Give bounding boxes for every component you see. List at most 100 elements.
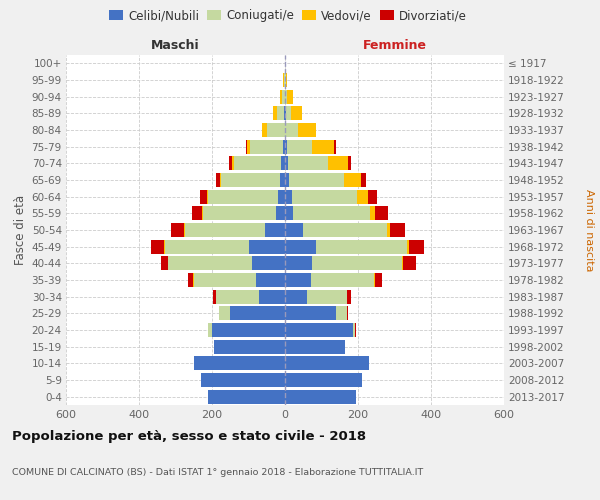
- Bar: [347, 290, 351, 304]
- Bar: [285, 140, 287, 154]
- Bar: [285, 256, 313, 270]
- Bar: [203, 206, 276, 220]
- Bar: [375, 206, 388, 220]
- Bar: [303, 223, 387, 237]
- Bar: [229, 156, 232, 170]
- Bar: [307, 290, 347, 304]
- Bar: [353, 323, 355, 337]
- Bar: [293, 206, 370, 220]
- Bar: [188, 273, 193, 287]
- Bar: [274, 106, 277, 120]
- Bar: [218, 306, 220, 320]
- Bar: [375, 273, 382, 287]
- Bar: [220, 306, 230, 320]
- Bar: [285, 390, 356, 404]
- Text: Femmine: Femmine: [362, 38, 427, 52]
- Bar: [374, 273, 375, 287]
- Bar: [151, 240, 164, 254]
- Bar: [291, 106, 302, 120]
- Bar: [285, 290, 307, 304]
- Bar: [390, 223, 405, 237]
- Y-axis label: Fasce di età: Fasce di età: [14, 195, 28, 265]
- Bar: [207, 190, 208, 204]
- Bar: [313, 140, 334, 154]
- Bar: [285, 240, 316, 254]
- Bar: [328, 156, 348, 170]
- Bar: [285, 373, 362, 387]
- Bar: [185, 223, 265, 237]
- Bar: [208, 323, 212, 337]
- Bar: [361, 173, 366, 187]
- Bar: [286, 106, 291, 120]
- Bar: [370, 206, 375, 220]
- Bar: [357, 190, 368, 204]
- Bar: [334, 140, 337, 154]
- Bar: [285, 323, 353, 337]
- Bar: [387, 223, 390, 237]
- Bar: [285, 156, 288, 170]
- Bar: [285, 190, 292, 204]
- Bar: [403, 256, 416, 270]
- Bar: [212, 323, 285, 337]
- Bar: [316, 240, 407, 254]
- Bar: [214, 340, 285, 354]
- Bar: [285, 340, 345, 354]
- Bar: [280, 173, 285, 187]
- Bar: [278, 190, 285, 204]
- Bar: [283, 73, 284, 87]
- Bar: [252, 256, 285, 270]
- Bar: [313, 256, 402, 270]
- Bar: [283, 140, 285, 154]
- Bar: [202, 206, 203, 220]
- Bar: [184, 223, 185, 237]
- Bar: [402, 256, 403, 270]
- Bar: [276, 206, 285, 220]
- Bar: [288, 156, 328, 170]
- Bar: [284, 73, 285, 87]
- Bar: [285, 173, 289, 187]
- Bar: [213, 290, 215, 304]
- Bar: [171, 223, 184, 237]
- Bar: [267, 123, 285, 137]
- Bar: [409, 240, 424, 254]
- Bar: [200, 190, 207, 204]
- Bar: [336, 306, 347, 320]
- Bar: [284, 106, 285, 120]
- Bar: [285, 206, 293, 220]
- Text: COMUNE DI CALCINATO (BS) - Dati ISTAT 1° gennaio 2018 - Elaborazione TUTTITALIA.: COMUNE DI CALCINATO (BS) - Dati ISTAT 1°…: [12, 468, 423, 477]
- Bar: [216, 173, 220, 187]
- Bar: [161, 256, 168, 270]
- Bar: [285, 223, 303, 237]
- Bar: [262, 123, 267, 137]
- Bar: [256, 273, 285, 287]
- Bar: [192, 206, 202, 220]
- Text: Popolazione per età, sesso e stato civile - 2018: Popolazione per età, sesso e stato civil…: [12, 430, 366, 443]
- Bar: [168, 256, 252, 270]
- Bar: [285, 106, 286, 120]
- Bar: [287, 90, 293, 104]
- Bar: [164, 240, 248, 254]
- Bar: [248, 240, 285, 254]
- Bar: [289, 173, 344, 187]
- Bar: [208, 190, 278, 204]
- Bar: [285, 90, 287, 104]
- Bar: [344, 173, 361, 187]
- Bar: [298, 123, 316, 137]
- Bar: [247, 140, 250, 154]
- Bar: [347, 306, 348, 320]
- Bar: [407, 240, 409, 254]
- Bar: [311, 273, 374, 287]
- Bar: [285, 273, 311, 287]
- Bar: [230, 306, 285, 320]
- Bar: [221, 173, 280, 187]
- Bar: [194, 273, 256, 287]
- Bar: [285, 123, 298, 137]
- Bar: [281, 156, 285, 170]
- Bar: [285, 73, 286, 87]
- Text: Maschi: Maschi: [151, 38, 200, 52]
- Bar: [234, 156, 281, 170]
- Y-axis label: Anni di nascita: Anni di nascita: [584, 188, 595, 271]
- Bar: [232, 156, 234, 170]
- Bar: [280, 90, 282, 104]
- Bar: [292, 190, 357, 204]
